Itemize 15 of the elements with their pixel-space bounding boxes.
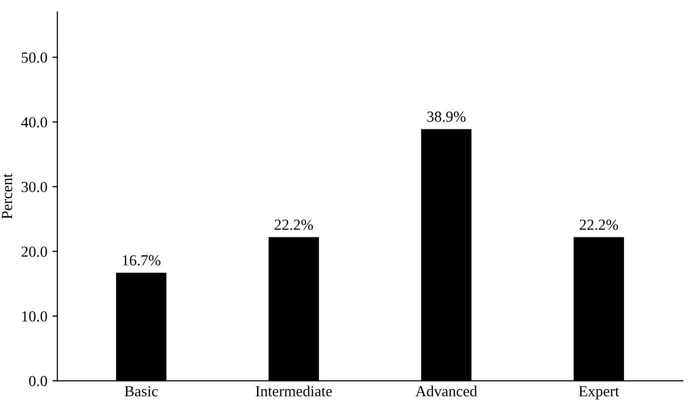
y-tick-label: 50.0 — [22, 52, 48, 63]
data-label: 38.9% — [427, 112, 466, 122]
y-tick-label: 30.0 — [22, 182, 48, 192]
y-tick-label: 40.0 — [21, 117, 48, 128]
data-label: 22.2% — [580, 220, 618, 230]
x-tick-label: Basic — [124, 386, 158, 396]
data-label: 16.7% — [122, 255, 160, 266]
data-label: 22.2% — [274, 220, 313, 230]
x-tick-label: Advanced — [415, 386, 478, 396]
x-tick-label: Intermediate — [256, 386, 332, 396]
y-axis-title: Percent — [2, 174, 12, 219]
y-tick-label: 0.0 — [29, 376, 48, 386]
x-tick-label: Expert — [578, 386, 620, 400]
y-tick-label: 20.0 — [22, 246, 48, 257]
y-tick-label: 10.0 — [22, 311, 48, 322]
